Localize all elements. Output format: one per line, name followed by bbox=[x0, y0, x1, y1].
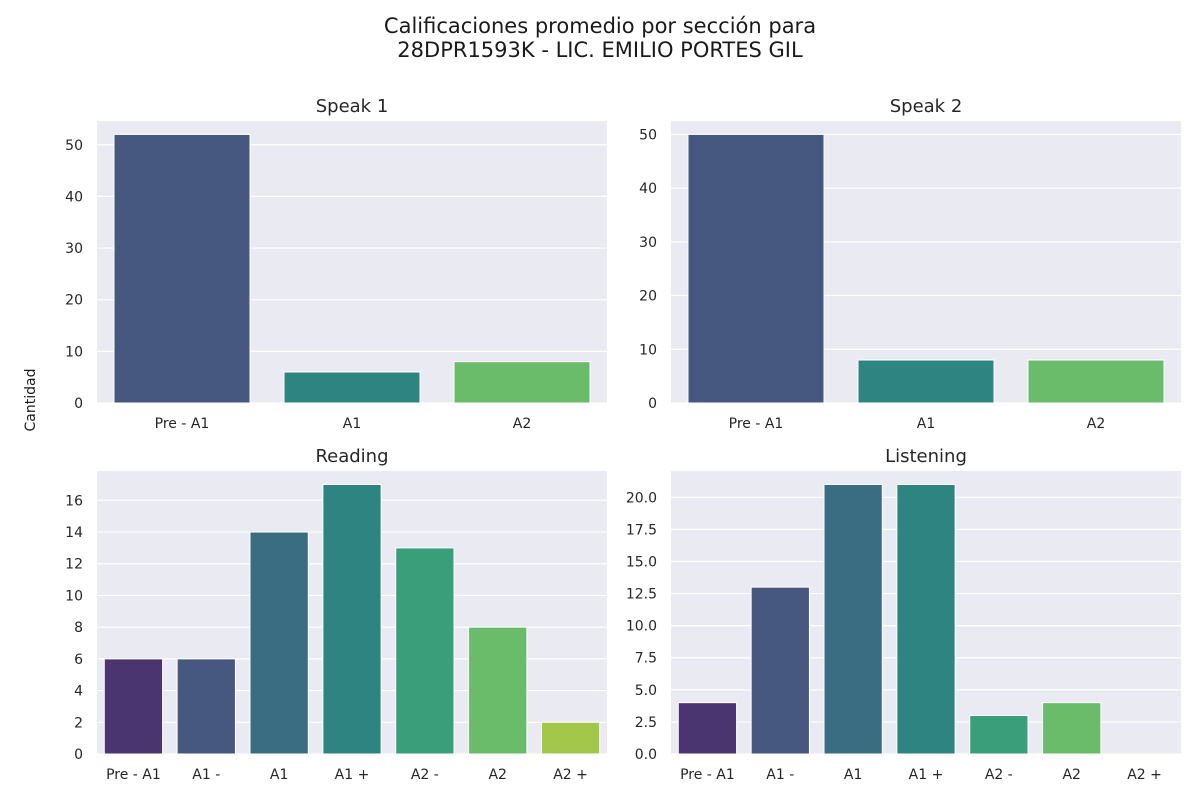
x-tick-label: A2 - bbox=[985, 767, 1013, 783]
bar-a1 bbox=[823, 483, 883, 755]
y-tick-label: 12 bbox=[65, 557, 83, 573]
figure-title-line-1: Calificaciones promedio por sección para bbox=[383, 14, 817, 38]
bar-a1 bbox=[249, 531, 309, 755]
y-tick-label: 2.5 bbox=[635, 715, 657, 731]
y-tick-label: 50 bbox=[65, 138, 83, 154]
bar-a2 bbox=[1027, 359, 1165, 404]
x-tick-label: Pre - A1 bbox=[680, 767, 735, 783]
x-tick-label: A2 bbox=[1062, 767, 1080, 783]
y-tick-label: 20 bbox=[639, 289, 657, 305]
bar-pre-a1 bbox=[687, 133, 825, 404]
bar-a1 bbox=[750, 586, 810, 755]
bar-pre-a1 bbox=[103, 658, 164, 755]
subplot-title: Reading bbox=[315, 446, 388, 467]
y-tick-label: 30 bbox=[639, 235, 657, 251]
y-tick-label: 0 bbox=[648, 396, 657, 412]
bar-a2 bbox=[969, 714, 1029, 755]
y-tick-label: 17.5 bbox=[626, 522, 657, 538]
y-tick-label: 10 bbox=[65, 588, 83, 604]
x-tick-label: A2 + bbox=[553, 767, 588, 783]
figure-title-line-2: 28DPR1593K - LIC. EMILIO PORTES GIL bbox=[397, 38, 803, 62]
y-tick-label: 14 bbox=[65, 525, 83, 541]
subplot-title: Speak 2 bbox=[890, 96, 963, 117]
x-tick-label: A1 bbox=[270, 767, 288, 783]
y-tick-label: 4 bbox=[74, 684, 83, 700]
x-tick-label: A1 + bbox=[909, 767, 944, 783]
x-tick-label: A1 - bbox=[192, 767, 220, 783]
x-tick-label: A1 - bbox=[766, 767, 794, 783]
y-tick-label: 50 bbox=[639, 127, 657, 143]
y-tick-label: 40 bbox=[65, 189, 83, 205]
bar-a1 bbox=[283, 371, 421, 404]
figure-title: Calificaciones promedio por sección para… bbox=[0, 14, 1200, 62]
x-tick-label: A1 bbox=[844, 767, 862, 783]
y-tick-label: 0.0 bbox=[635, 747, 657, 763]
bar-a1 bbox=[322, 483, 382, 755]
y-tick-label: 6 bbox=[74, 652, 83, 668]
x-tick-label: A2 bbox=[513, 416, 531, 432]
y-tick-label: 16 bbox=[65, 493, 83, 509]
y-tick-label: 15.0 bbox=[626, 554, 657, 570]
y-tick-label: 0 bbox=[74, 396, 83, 412]
bar-pre-a1 bbox=[113, 133, 251, 404]
y-tick-label: 20.0 bbox=[626, 490, 657, 506]
bar-a2 bbox=[453, 361, 591, 404]
bar-pre-a1 bbox=[677, 702, 738, 755]
x-tick-label: A1 + bbox=[335, 767, 370, 783]
bar-a1 bbox=[857, 359, 995, 404]
bar-a1 bbox=[896, 483, 956, 755]
y-tick-label: 10 bbox=[639, 342, 657, 358]
x-tick-label: A2 bbox=[488, 767, 506, 783]
x-tick-label: Pre - A1 bbox=[155, 416, 210, 432]
x-tick-label: Pre - A1 bbox=[729, 416, 784, 432]
bar-a1 bbox=[176, 658, 236, 755]
y-tick-label: 12.5 bbox=[626, 587, 657, 603]
x-tick-label: Pre - A1 bbox=[106, 767, 161, 783]
y-tick-label: 10.0 bbox=[626, 619, 657, 635]
x-tick-label: A2 - bbox=[411, 767, 439, 783]
bar-a2 bbox=[395, 547, 455, 755]
y-tick-label: 5.0 bbox=[635, 683, 657, 699]
bar-a2 bbox=[1042, 702, 1102, 755]
y-tick-label: 2 bbox=[74, 715, 83, 731]
y-tick-label: 8 bbox=[74, 620, 83, 636]
bar-a2 bbox=[540, 721, 601, 755]
y-tick-label: 10 bbox=[65, 344, 83, 360]
x-tick-label: A2 + bbox=[1127, 767, 1162, 783]
y-tick-label: 40 bbox=[639, 181, 657, 197]
x-tick-label: A2 bbox=[1087, 416, 1105, 432]
subplot-title: Listening bbox=[885, 446, 967, 467]
bar-a2 bbox=[468, 626, 528, 755]
y-tick-label: 20 bbox=[65, 293, 83, 309]
y-tick-label: 7.5 bbox=[635, 651, 657, 667]
y-tick-label: 30 bbox=[65, 241, 83, 257]
y-tick-label: 0 bbox=[74, 747, 83, 763]
subplot-title: Speak 1 bbox=[316, 96, 389, 117]
x-tick-label: A1 bbox=[343, 416, 361, 432]
x-tick-label: A1 bbox=[917, 416, 935, 432]
